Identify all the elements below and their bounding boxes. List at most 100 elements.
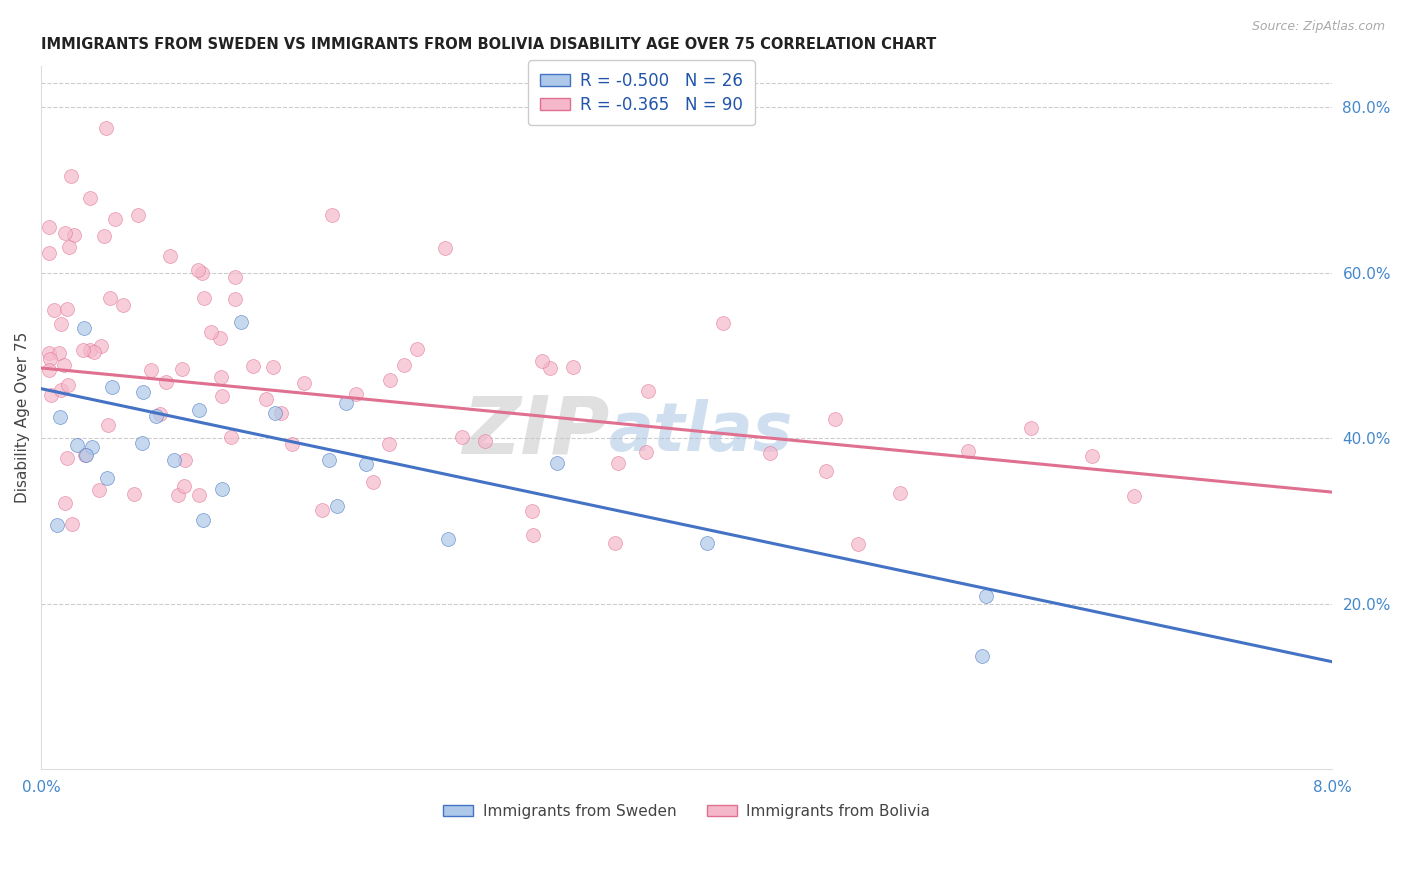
Point [292,376,315,391]
Point [318,453,340,467]
Point [224,292,246,306]
Point [326,499,349,513]
Point [96,471,118,485]
Point [38,362,60,376]
Point [311,503,333,517]
Point [280,437,302,451]
Point [60,516,83,531]
Point [53,358,76,372]
Point [141,363,163,377]
Point [93,229,115,244]
Point [79,343,101,357]
Point [163,453,186,467]
Point [53,496,76,510]
Point [149,407,172,421]
Text: ZIP: ZIP [461,392,609,471]
Point [188,402,211,417]
Point [1081,449,1104,463]
Point [90,338,112,352]
Point [200,325,222,339]
Point [520,503,543,517]
Point [94,121,117,136]
Point [131,435,153,450]
Point [219,430,242,444]
Point [112,297,135,311]
Point [187,262,209,277]
Text: IMMIGRANTS FROM SWEDEN VS IMMIGRANTS FROM BOLIVIA DISABILITY AGE OVER 75 CORRELA: IMMIGRANTS FROM SWEDEN VS IMMIGRANTS FRO… [41,37,936,53]
Point [562,359,585,374]
Point [637,384,659,399]
Point [56,451,79,466]
Point [58,240,80,254]
Point [62,228,84,243]
Point [167,488,190,502]
Point [242,359,264,373]
Point [972,648,994,663]
Point [377,436,399,450]
Point [73,321,96,335]
Point [89,483,111,497]
Point [451,430,474,444]
Point [270,406,292,420]
Point [75,448,97,462]
Point [889,485,911,500]
Point [132,385,155,400]
Point [606,456,628,470]
Point [127,208,149,222]
Point [957,444,980,458]
Point [38,345,60,359]
Point [211,483,233,497]
Point [354,457,377,471]
Point [538,361,561,376]
Point [695,536,717,550]
Text: atlas: atlas [609,399,793,465]
Point [208,331,231,345]
Point [98,291,121,305]
Point [38,220,60,235]
Point [191,266,214,280]
Point [170,362,193,376]
Point [56,301,79,316]
Point [474,434,496,448]
Legend: Immigrants from Sweden, Immigrants from Bolivia: Immigrants from Sweden, Immigrants from … [437,797,936,825]
Point [1122,489,1144,503]
Point [39,388,62,402]
Point [145,409,167,423]
Point [38,351,60,366]
Point [75,448,97,462]
Point [46,517,69,532]
Point [254,392,277,406]
Point [815,465,838,479]
Point [193,291,215,305]
Point [848,537,870,551]
Point [436,532,458,546]
Point [209,369,232,384]
Point [155,375,177,389]
Point [974,590,997,604]
Point [335,395,357,409]
Point [80,441,103,455]
Point [65,438,87,452]
Point [361,475,384,489]
Point [49,410,72,425]
Point [433,241,456,255]
Point [97,417,120,432]
Point [159,249,181,263]
Point [392,359,415,373]
Point [173,479,195,493]
Point [173,453,195,467]
Point [321,208,343,222]
Point [522,527,544,541]
Point [193,513,215,527]
Point [38,246,60,260]
Point [104,212,127,227]
Point [49,317,72,331]
Point [530,353,553,368]
Point [262,360,284,375]
Point [211,389,233,403]
Point [53,227,76,241]
Point [122,487,145,501]
Y-axis label: Disability Age Over 75: Disability Age Over 75 [15,332,30,503]
Point [405,343,427,357]
Point [60,169,83,183]
